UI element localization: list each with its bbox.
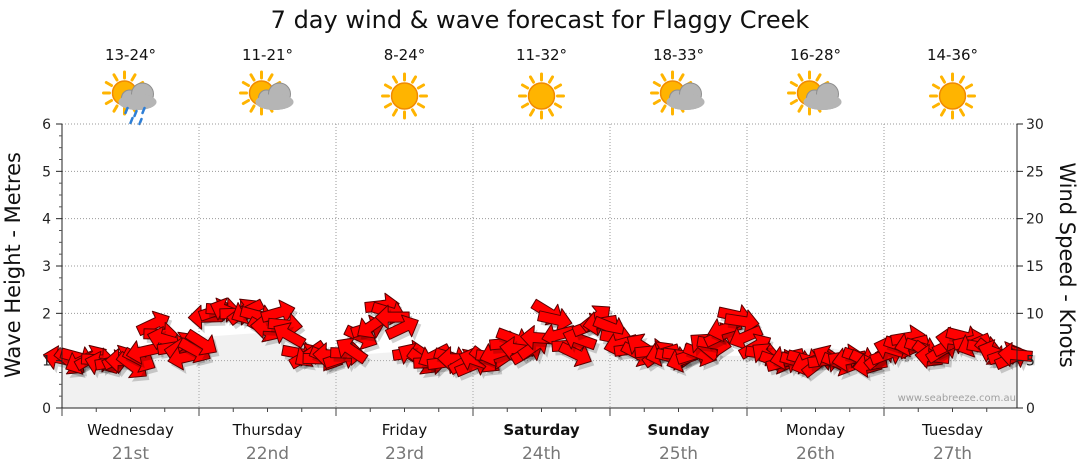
wind-arrow	[729, 325, 764, 350]
chart-axes: 0 1 2 3 4 5 6 0 5 10 15 20 25 30	[42, 117, 1044, 417]
day-date-label: 21st	[112, 444, 149, 464]
y-right-tick-label: 20	[1026, 212, 1044, 228]
y-right-tick-label: 30	[1026, 117, 1044, 133]
day-date-label: 25th	[659, 444, 698, 464]
day-name-label: Sunday	[647, 421, 710, 439]
day-date-label: 27th	[933, 444, 972, 464]
wind-arrow	[273, 322, 307, 349]
y-right-tick-label: 15	[1026, 259, 1044, 275]
day-name-label: Saturday	[503, 421, 580, 439]
day-name-label: Friday	[382, 421, 428, 439]
y-left-tick-label: 0	[42, 401, 51, 417]
wind-arrow	[336, 337, 369, 365]
day-temperature-range: 18-33°	[653, 46, 704, 64]
sun-icon	[929, 72, 976, 120]
wind-arrow	[184, 328, 217, 356]
wind-arrow	[997, 341, 1033, 367]
sun-cloud-rain-icon	[102, 70, 157, 126]
day-name-label: Thursday	[232, 421, 303, 439]
y-left-tick-label: 4	[42, 212, 51, 228]
wind-arrows	[42, 292, 1036, 382]
cloud-icon	[666, 82, 705, 110]
day-date-label: 22nd	[246, 444, 289, 464]
y-left-tick-label: 5	[42, 164, 51, 180]
y-right-tick-label: 25	[1026, 164, 1044, 180]
sun-icon	[518, 72, 565, 120]
wind-arrow	[557, 341, 592, 368]
cloud-icon	[255, 82, 294, 110]
sun-icon	[381, 72, 428, 120]
rain-drops-icon	[124, 106, 146, 126]
sun-icon	[929, 72, 976, 120]
y-right-tick-label: 0	[1026, 401, 1035, 417]
y-right-tick-label: 10	[1026, 306, 1044, 322]
day-name-label: Monday	[786, 421, 845, 439]
day-temperature-range: 16-28°	[790, 46, 841, 64]
sun-cloud-icon	[787, 70, 842, 116]
daily-forecast-header: 13-24° 11-21° 8-24° 11-32° 18-33° 16-28° 14-36…	[102, 46, 978, 126]
y-left-tick-label: 1	[42, 354, 51, 370]
day-date-label: 23rd	[385, 444, 424, 464]
watermark: www.seabreeze.com.au	[898, 393, 1016, 404]
y-left-tick-label: 2	[42, 306, 51, 322]
cloud-icon	[803, 82, 842, 110]
y-left-tick-label: 3	[42, 259, 51, 275]
cloud-icon	[118, 82, 157, 110]
sun-cloud-icon	[650, 70, 705, 116]
sun-icon	[381, 72, 428, 120]
wind-arrow	[384, 314, 419, 340]
y-left-axis-title: Wave Height - Metres	[1, 152, 25, 378]
y-right-axis-title: Wind Speed - Knots	[1055, 162, 1079, 367]
y-left-tick-label: 6	[42, 117, 51, 133]
sun-cloud-icon	[239, 70, 294, 116]
day-name-label: Tuesday	[921, 421, 983, 439]
chart-title: 7 day wind & wave forecast for Flaggy Cr…	[271, 6, 810, 34]
day-temperature-range: 11-21°	[242, 46, 293, 64]
y-right-tick-label: 5	[1026, 354, 1035, 370]
sun-icon	[518, 72, 565, 120]
day-name-label: Wednesday	[87, 421, 174, 439]
day-temperature-range: 11-32°	[516, 46, 567, 64]
day-temperature-range: 13-24°	[105, 46, 156, 64]
day-labels: Wednesday 21st Thursday 22nd Friday 23rd Satur…	[87, 421, 983, 464]
wind-arrow	[374, 304, 410, 330]
day-temperature-range: 8-24°	[384, 46, 426, 64]
wind-arrow	[562, 325, 598, 351]
day-date-label: 26th	[796, 444, 835, 464]
day-date-label: 24th	[522, 444, 561, 464]
day-temperature-range: 14-36°	[927, 46, 978, 64]
